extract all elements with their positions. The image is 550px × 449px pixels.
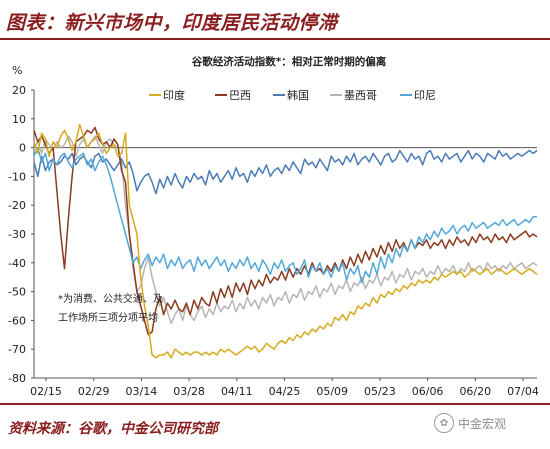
- x-tick-label: 06/06: [412, 385, 444, 398]
- y-tick-label: -70: [8, 343, 26, 356]
- series-line-4: [33, 146, 537, 284]
- x-tick-label: 07/04: [507, 385, 539, 398]
- watermark-text: 中金宏观: [458, 416, 507, 431]
- source-note: 资料来源：谷歌，中金公司研究部: [8, 421, 218, 437]
- y-tick-label: -60: [8, 314, 26, 327]
- annotation-line-1: *为消费、公共交通、及: [58, 292, 163, 305]
- x-tick-label: 04/11: [221, 385, 253, 398]
- legend-label: 印尼: [414, 89, 436, 102]
- annotation-line-2: 工作场所三项分项平均: [58, 311, 158, 324]
- legend: 印度 巴西 韩国 墨西哥 印尼: [149, 88, 436, 102]
- legend-label: 韩国: [287, 88, 309, 102]
- y-axis-unit: %: [12, 64, 22, 77]
- y-tick-label: -40: [8, 257, 26, 270]
- series-lines: [33, 123, 538, 359]
- x-tick-label: 06/20: [459, 385, 491, 398]
- x-tick-label: 02/29: [78, 385, 110, 398]
- x-tick-label: 03/14: [126, 385, 158, 398]
- y-tick-label: -80: [8, 372, 26, 385]
- x-tick-label: 02/15: [30, 385, 62, 398]
- y-tick-label: -30: [8, 228, 26, 241]
- y-axis: 20 10 0 -10 -20 -30 -40 -50 -60 -70 -80: [8, 84, 35, 385]
- y-tick-label: -50: [8, 286, 26, 299]
- series-line-0: [33, 123, 538, 359]
- x-axis: 02/15 02/29 03/14 03/28 04/11 04/25 05/09 05/23…: [30, 147, 539, 398]
- x-tick-label: 04/25: [269, 385, 301, 398]
- watermark: ✿ 中金宏观: [434, 413, 506, 433]
- y-tick-label: 20: [12, 84, 26, 97]
- figure-title: 图表：新兴市场中，印度居民活动停滞: [6, 12, 338, 34]
- title-rule: [0, 38, 550, 40]
- source-rule: [0, 403, 550, 405]
- chart-title: 谷歌经济活动指数*：相对正常时期的偏离: [192, 55, 387, 68]
- x-tick-label: 05/09: [316, 385, 348, 398]
- x-tick-label: 05/23: [364, 385, 396, 398]
- y-tick-label: -20: [8, 199, 26, 212]
- legend-label: 墨西哥: [344, 89, 377, 102]
- wechat-logo-icon: ✿: [434, 413, 454, 433]
- legend-label: 印度: [163, 88, 185, 102]
- series-line-1: [33, 126, 538, 336]
- y-tick-label: 0: [19, 142, 26, 155]
- series-line-2: [33, 149, 538, 195]
- x-tick-label: 03/28: [173, 385, 205, 398]
- legend-label: 巴西: [229, 89, 251, 102]
- y-tick-label: -10: [8, 170, 26, 183]
- y-tick-label: 10: [12, 113, 26, 126]
